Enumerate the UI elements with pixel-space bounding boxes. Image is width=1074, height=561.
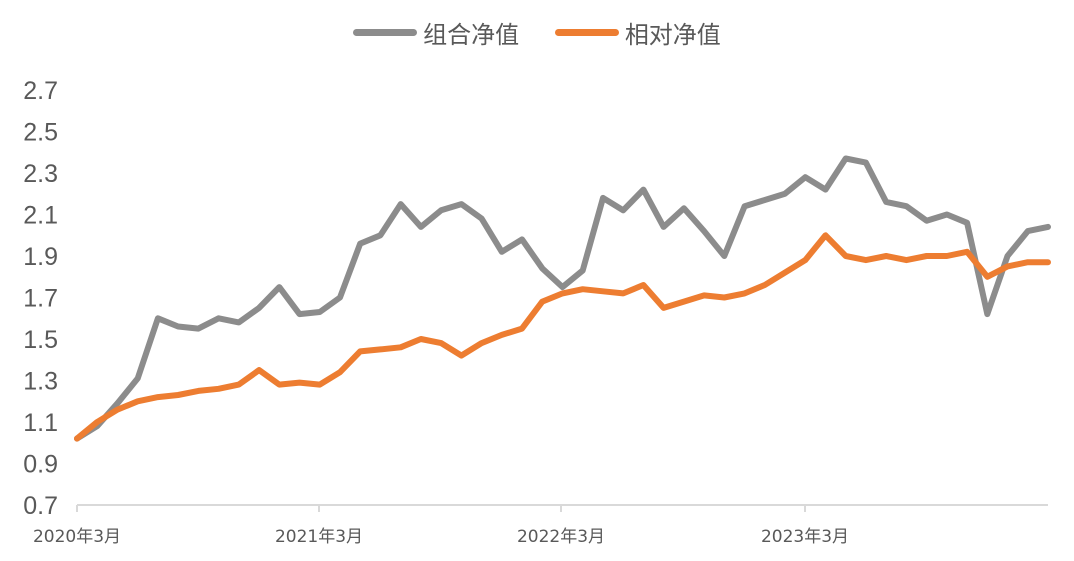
- legend-swatch-relative: [554, 29, 619, 36]
- y-tick-label: 2.7: [23, 77, 58, 105]
- y-tick-label: 2.1: [23, 202, 58, 230]
- x-tick-label: 2021年3月: [275, 527, 363, 547]
- legend-label-relative: 相对净值: [624, 21, 721, 49]
- x-tick-label: 2023年3月: [761, 527, 849, 547]
- y-tick-label: 1.9: [23, 243, 58, 271]
- y-tick-label: 1.5: [23, 326, 58, 354]
- legend-swatch-portfolio: [353, 29, 418, 36]
- y-tick-label: 0.9: [23, 451, 58, 479]
- y-tick-label: 1.7: [23, 285, 58, 313]
- legend-item-portfolio[interactable]: 组合净值: [353, 15, 519, 50]
- series-line-relative: [74, 232, 1051, 442]
- x-tick-label: 2020年3月: [33, 527, 121, 547]
- y-tick-label: 0.7: [23, 492, 58, 520]
- y-tick-label: 1.1: [23, 409, 58, 437]
- legend-label-portfolio: 组合净值: [423, 21, 520, 49]
- y-tick-label: 1.3: [23, 368, 58, 396]
- chart-legend: 组合净值 相对净值: [0, 14, 1074, 50]
- legend-item-relative[interactable]: 相对净值: [554, 15, 721, 50]
- y-tick-label: 2.3: [23, 160, 58, 188]
- x-tick-label: 2022年3月: [517, 527, 605, 547]
- series-line-portfolio: [74, 155, 1051, 442]
- y-tick-label: 2.5: [23, 119, 58, 147]
